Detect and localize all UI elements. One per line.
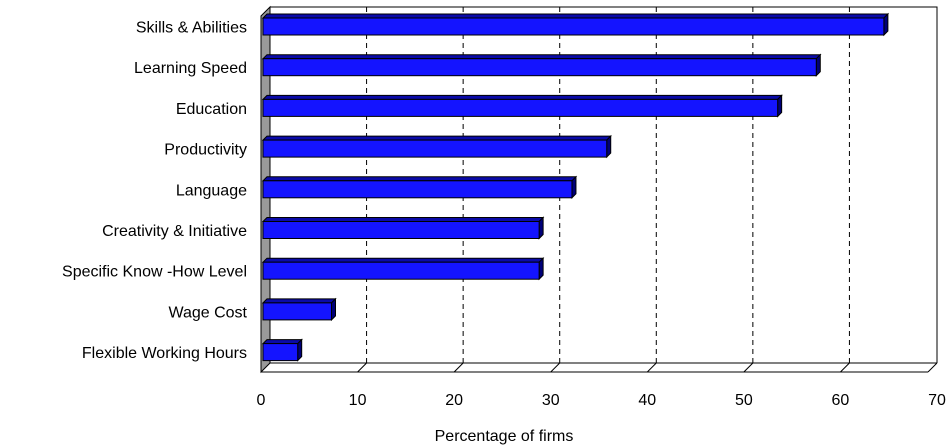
bar-side-face: [538, 256, 544, 281]
bar-front-face: [262, 58, 817, 77]
floor-tick-60: [840, 362, 850, 373]
bar-side-face: [571, 175, 577, 200]
bar-front-face: [262, 17, 885, 36]
bar-7: [261, 297, 337, 322]
bar-top-face: [261, 13, 890, 19]
floor-tick-40: [646, 362, 657, 373]
category-labels: Skills & Abilities Learning Speed Educatio…: [62, 20, 248, 363]
x-tick-label: 10: [349, 392, 367, 409]
category-label: Wage Cost: [168, 304, 247, 321]
category-label: Language: [176, 182, 247, 199]
bar-3: [261, 134, 612, 159]
x-tick-label: 70: [928, 392, 946, 409]
x-tick-label: 60: [832, 392, 850, 409]
category-label: Skills & Abilities: [136, 20, 247, 37]
category-label: Specific Know -How Level: [62, 264, 247, 281]
floor-tick-50: [743, 362, 754, 373]
x-tick-label: 50: [735, 392, 753, 409]
bar-front-face: [262, 180, 573, 199]
bar-front-face: [262, 98, 779, 117]
bar-top-face: [261, 176, 578, 182]
bar-5: [261, 216, 545, 240]
bar-side-face: [330, 297, 336, 322]
bar-6: [261, 256, 545, 281]
bar-side-face: [606, 134, 612, 159]
bar-front-face: [262, 343, 299, 362]
bar-2: [261, 94, 783, 118]
bar-0: [261, 12, 890, 37]
gridlines: [357, 7, 850, 373]
floor-tick-10: [357, 362, 367, 373]
x-tick-label: 20: [445, 392, 463, 409]
bar-4: [261, 175, 578, 200]
bar-side-face: [883, 12, 889, 37]
floor-tick-20: [453, 362, 464, 373]
bars: [261, 12, 890, 362]
bar-front-face: [262, 221, 540, 239]
category-label: Flexible Working Hours: [82, 345, 247, 362]
bar-top-face: [261, 217, 545, 222]
bar-side-face: [777, 94, 783, 118]
x-tick-label: 0: [257, 392, 266, 409]
x-tick-label: 40: [638, 392, 656, 409]
x-tick-label: 30: [542, 392, 560, 409]
bar-top-face: [261, 94, 783, 100]
bar-top-face: [261, 54, 822, 60]
bar-top-face: [261, 298, 337, 304]
bar-top-face: [261, 135, 612, 141]
bar-front-face: [262, 139, 608, 158]
bar-side-face: [815, 53, 821, 77]
category-label: Creativity & Initiative: [102, 223, 247, 240]
category-label: Education: [176, 101, 247, 118]
bar-top-face: [261, 339, 303, 345]
plot-frame: [261, 6, 938, 373]
floor-right-edge: [927, 362, 938, 373]
x-axis-title: Percentage of firms: [435, 428, 574, 445]
x-axis-ticks: 0 10 20 30 40 50 60 70: [257, 392, 946, 409]
bar-side-face: [538, 216, 544, 240]
bar-8: [261, 338, 303, 362]
bar-front-face: [262, 302, 332, 321]
floor-tick-30: [550, 362, 561, 373]
bar-side-face: [297, 338, 303, 362]
category-label: Productivity: [164, 142, 247, 159]
category-label: Learning Speed: [134, 60, 247, 77]
back-wall-edge: [270, 6, 938, 363]
bar-top-face: [261, 257, 545, 263]
bar-front-face: [262, 261, 540, 280]
bar-1: [261, 53, 822, 77]
